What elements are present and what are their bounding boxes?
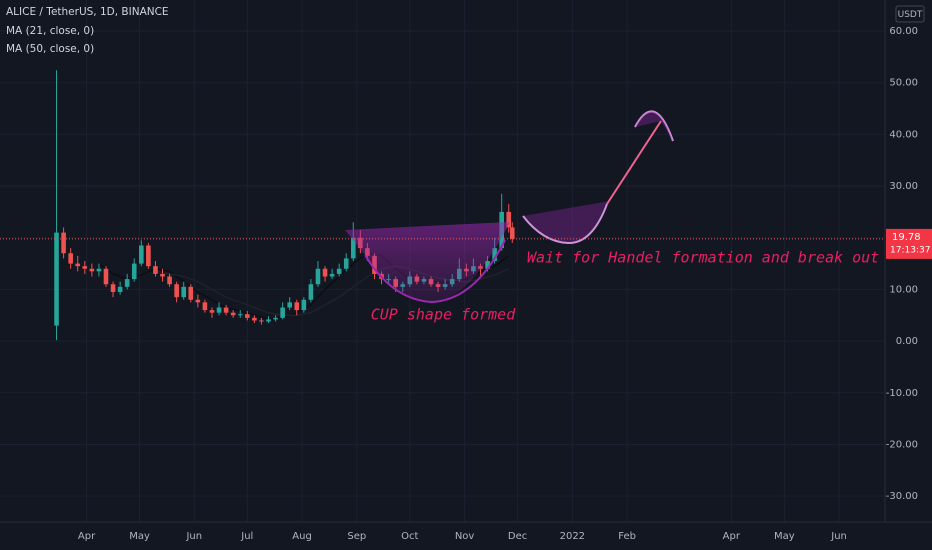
annotation: Wait for Handel formation and break out	[527, 249, 879, 267]
x-tick-label: May	[774, 531, 795, 542]
candle-body	[54, 232, 59, 326]
candle-body	[103, 268, 109, 285]
candle-body	[174, 284, 179, 298]
candle-body	[343, 258, 349, 269]
candle-body	[181, 286, 187, 298]
candle-body	[301, 299, 307, 311]
x-tick-label: Sep	[347, 531, 366, 542]
x-tick-label: Apr	[723, 531, 741, 542]
candle-body	[322, 268, 328, 277]
candle-body	[230, 312, 236, 316]
candle-body	[280, 307, 285, 318]
x-tick-label: Apr	[78, 531, 96, 542]
countdown: 17:13:37	[890, 245, 930, 255]
candle-body	[223, 307, 229, 313]
candle-body	[245, 314, 250, 318]
candle-body	[124, 279, 130, 287]
y-tick-label: 10.00	[889, 284, 918, 295]
candle-body	[273, 317, 278, 320]
candle-body	[110, 284, 116, 293]
y-tick-label: -30.00	[886, 491, 918, 502]
cup-arc	[364, 239, 506, 304]
currency-box	[895, 5, 925, 23]
breakout-arrow	[606, 120, 662, 205]
axes: -30.00-20.00-10.000.0010.0020.0030.0040.…	[0, 26, 932, 542]
legend-entry: MA (21, close, 0)	[6, 25, 94, 37]
y-tick-label: 40.00	[889, 129, 918, 140]
candle-body	[146, 245, 151, 267]
handle-fill	[523, 201, 610, 244]
handle-arc	[522, 203, 608, 245]
y-tick-label: -20.00	[886, 439, 918, 450]
x-tick-label: Dec	[508, 531, 527, 542]
target-fill	[635, 111, 673, 141]
candle-body	[139, 245, 144, 264]
candle-body	[259, 320, 264, 322]
y-tick-label: 0.00	[896, 336, 918, 347]
candle-body	[329, 273, 335, 277]
chart-title: ALICE / TetherUS, 1D, BINANCE	[6, 6, 169, 18]
drawings	[345, 110, 674, 304]
candle-body	[209, 310, 215, 313]
cup-fill	[345, 222, 510, 302]
x-tick-label: Jul	[240, 531, 253, 542]
candle-body	[160, 273, 165, 277]
y-tick-label: 30.00	[889, 181, 918, 192]
legend-entry: MA (50, close, 0)	[6, 43, 94, 55]
x-tick-label: Oct	[401, 531, 418, 542]
candle-body	[216, 307, 222, 313]
y-tick-label: -10.00	[886, 388, 918, 399]
candle-body	[75, 263, 81, 267]
x-tick-label: 2022	[560, 531, 585, 542]
candle-body	[485, 261, 490, 269]
x-tick-label: Nov	[455, 531, 475, 542]
target-arc	[634, 110, 674, 142]
candle-body	[266, 319, 271, 322]
x-tick-label: Feb	[618, 531, 636, 542]
candle-body	[61, 232, 66, 254]
candle-body	[188, 286, 194, 300]
last-price-label: 19.78	[892, 232, 921, 243]
candle-body	[350, 237, 356, 259]
candle-body	[336, 268, 342, 274]
candle-body	[131, 263, 137, 280]
candle-body	[287, 302, 292, 308]
x-tick-label: Jun	[830, 531, 847, 542]
candle-body	[195, 299, 201, 303]
candle-body	[492, 248, 497, 261]
candle-body	[308, 284, 314, 300]
y-tick-label: 60.00	[889, 26, 918, 37]
candle-body	[237, 314, 243, 316]
y-tick-label: 50.00	[889, 78, 918, 89]
candle-body	[315, 268, 321, 285]
currency: USDT	[898, 10, 923, 20]
candle-body	[202, 302, 208, 311]
candle-body	[506, 211, 512, 228]
candle-body	[294, 302, 300, 311]
candle-body	[252, 317, 257, 321]
last-price-box	[886, 228, 932, 259]
annotation: CUP shape formed	[371, 306, 516, 324]
grid	[0, 0, 885, 522]
candle-body	[167, 276, 172, 285]
x-tick-label: Jun	[185, 531, 202, 542]
candle-body	[82, 266, 88, 269]
x-tick-label: May	[129, 531, 150, 542]
candle-body	[509, 227, 515, 239]
x-tick-label: Aug	[292, 531, 312, 542]
candle-body	[153, 266, 158, 274]
candle-body	[117, 286, 123, 293]
candle-body	[96, 268, 102, 272]
candle-body	[68, 253, 73, 264]
candle-body	[89, 268, 95, 272]
